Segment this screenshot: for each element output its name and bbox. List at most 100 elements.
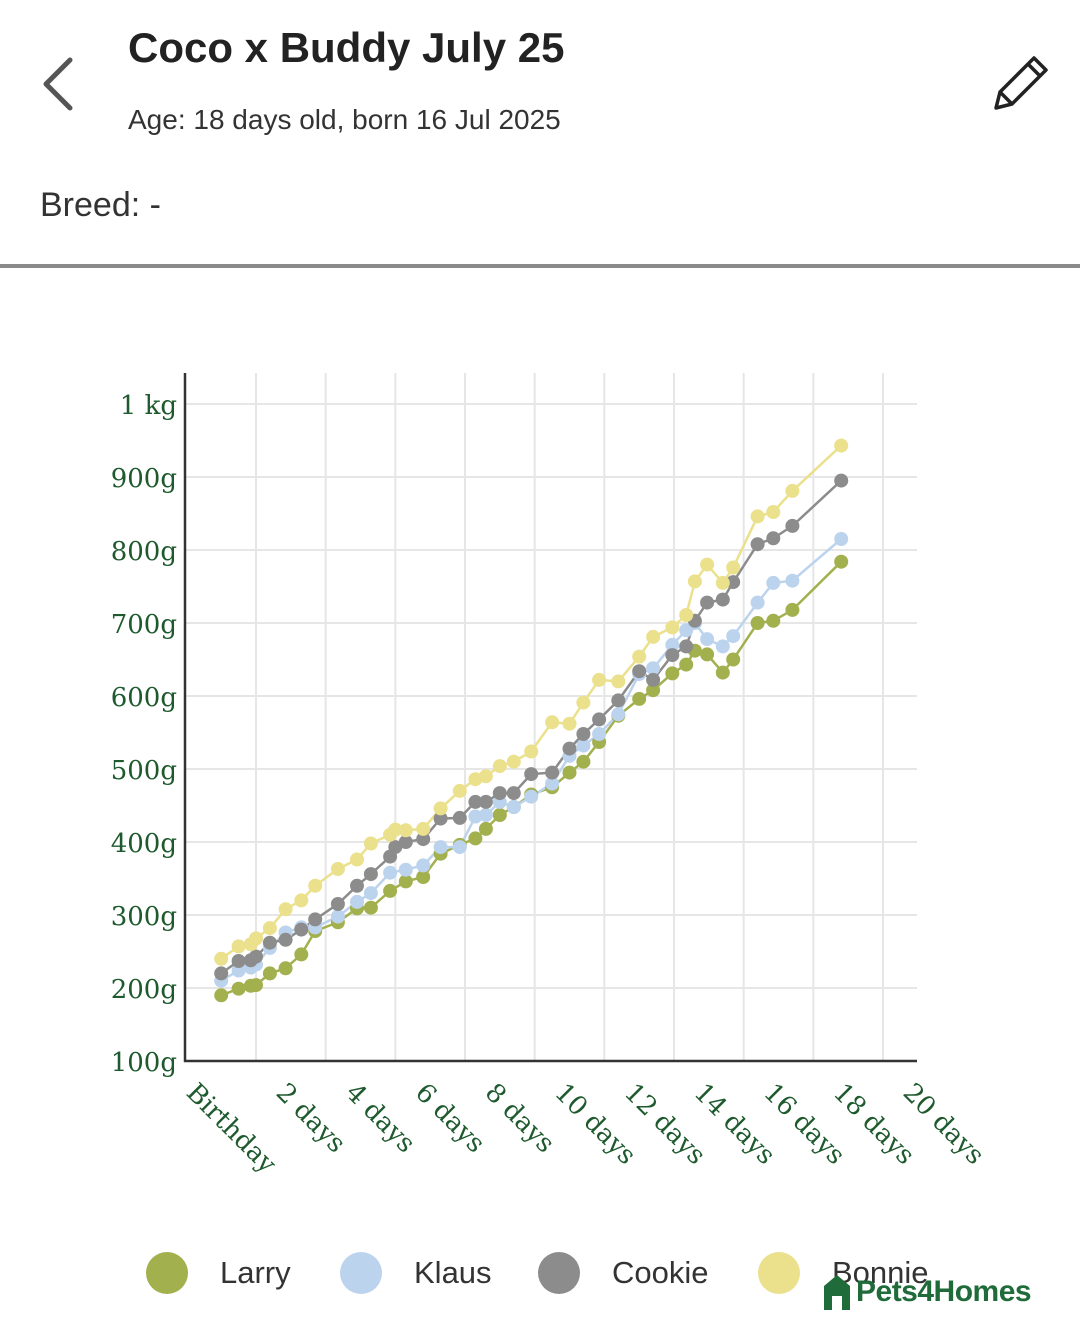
data-point[interactable] (492, 786, 507, 801)
data-point[interactable] (388, 822, 403, 837)
data-point[interactable] (330, 897, 345, 911)
data-point[interactable] (433, 811, 448, 826)
data-point[interactable] (383, 865, 398, 880)
data-point[interactable] (592, 712, 607, 727)
data-point[interactable] (308, 878, 323, 893)
data-point[interactable] (524, 744, 539, 759)
data-point[interactable] (388, 840, 403, 855)
data-point[interactable] (452, 810, 467, 825)
data-point[interactable] (468, 831, 483, 846)
data-point[interactable] (766, 505, 781, 519)
data-point[interactable] (214, 988, 229, 1003)
data-point[interactable] (665, 648, 680, 663)
data-point[interactable] (262, 966, 277, 981)
legend-item-cookie[interactable]: Cookie (538, 1248, 709, 1298)
data-point[interactable] (715, 592, 730, 607)
data-point[interactable] (330, 862, 345, 876)
data-point[interactable] (611, 674, 626, 689)
data-point[interactable] (506, 800, 521, 814)
data-point[interactable] (363, 867, 378, 882)
data-point[interactable] (506, 786, 521, 801)
data-point[interactable] (545, 765, 560, 780)
data-point[interactable] (576, 754, 591, 769)
data-point[interactable] (785, 483, 800, 498)
data-point[interactable] (416, 870, 431, 884)
data-point[interactable] (262, 935, 277, 950)
data-point[interactable] (398, 823, 413, 838)
data-point[interactable] (278, 902, 293, 917)
data-point[interactable] (416, 858, 431, 873)
data-point[interactable] (715, 665, 730, 680)
data-point[interactable] (452, 783, 467, 798)
data-point[interactable] (785, 602, 800, 617)
data-point[interactable] (363, 886, 378, 901)
data-point[interactable] (562, 741, 577, 756)
data-point[interactable] (308, 912, 323, 927)
data-point[interactable] (632, 664, 647, 679)
data-point[interactable] (214, 951, 229, 966)
legend-item-bonnie[interactable]: Bonnie (758, 1248, 929, 1298)
data-point[interactable] (545, 776, 560, 791)
legend-item-klaus[interactable]: Klaus (340, 1248, 492, 1298)
data-point[interactable] (294, 893, 309, 908)
data-point[interactable] (726, 575, 741, 590)
data-point[interactable] (646, 672, 661, 687)
data-point[interactable] (363, 900, 378, 915)
data-point[interactable] (679, 608, 694, 622)
data-point[interactable] (700, 557, 715, 572)
data-point[interactable] (524, 767, 539, 782)
data-point[interactable] (700, 647, 715, 662)
data-point[interactable] (363, 836, 378, 851)
data-point[interactable] (665, 666, 680, 681)
data-point[interactable] (249, 949, 263, 964)
data-point[interactable] (433, 801, 448, 816)
data-point[interactable] (750, 595, 765, 610)
data-point[interactable] (834, 438, 849, 453)
data-point[interactable] (478, 808, 493, 822)
data-point[interactable] (350, 878, 364, 893)
data-point[interactable] (562, 765, 577, 780)
data-point[interactable] (383, 883, 398, 898)
data-point[interactable] (766, 575, 781, 590)
data-point[interactable] (834, 554, 849, 569)
data-point[interactable] (592, 727, 607, 741)
data-point[interactable] (632, 649, 647, 664)
data-point[interactable] (750, 537, 765, 552)
data-point[interactable] (766, 613, 781, 628)
data-point[interactable] (398, 835, 413, 849)
data-point[interactable] (545, 715, 560, 730)
data-point[interactable] (834, 532, 849, 546)
data-point[interactable] (468, 794, 483, 809)
data-point[interactable] (214, 966, 229, 981)
data-point[interactable] (231, 939, 246, 954)
data-point[interactable] (785, 573, 800, 588)
data-point[interactable] (330, 909, 345, 924)
data-point[interactable] (726, 652, 741, 667)
data-point[interactable] (433, 840, 448, 855)
data-point[interactable] (726, 560, 741, 575)
data-point[interactable] (398, 862, 413, 877)
data-point[interactable] (750, 509, 765, 524)
edit-button[interactable] (988, 52, 1052, 116)
data-point[interactable] (416, 832, 431, 847)
data-point[interactable] (665, 620, 680, 635)
data-point[interactable] (262, 921, 277, 936)
data-point[interactable] (750, 616, 765, 630)
data-point[interactable] (785, 518, 800, 533)
data-point[interactable] (524, 789, 539, 804)
data-point[interactable] (592, 672, 607, 687)
data-point[interactable] (350, 852, 364, 867)
back-button[interactable] (30, 52, 90, 112)
data-point[interactable] (576, 727, 591, 741)
data-point[interactable] (231, 954, 246, 968)
data-point[interactable] (278, 961, 293, 976)
data-point[interactable] (478, 794, 493, 809)
data-point[interactable] (478, 821, 493, 836)
legend-item-larry[interactable]: Larry (146, 1248, 291, 1298)
data-point[interactable] (562, 716, 577, 731)
data-point[interactable] (726, 629, 741, 644)
data-point[interactable] (576, 738, 591, 753)
data-point[interactable] (231, 981, 246, 996)
data-point[interactable] (679, 657, 694, 672)
data-point[interactable] (700, 595, 715, 610)
